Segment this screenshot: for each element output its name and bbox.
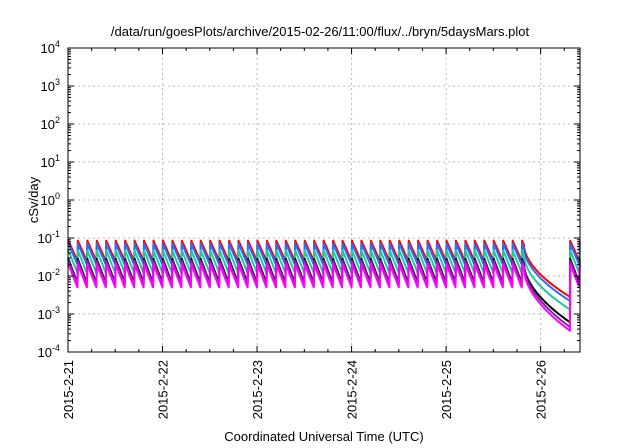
y-tick-label: 102: [41, 115, 60, 132]
y-tick-label: 10-4: [38, 343, 60, 360]
y-tick-label: 100: [41, 191, 60, 208]
x-axis-label: Coordinated Universal Time (UTC): [224, 429, 423, 444]
x-tick-label: 2015-2-25: [439, 360, 454, 419]
x-tick-label: 2015-2-26: [534, 360, 549, 419]
series-line-6: [67, 262, 581, 332]
x-tick-labels: 2015-2-21 2015-2-22 2015-2-23 2015-2-24 2015…: [61, 360, 549, 419]
y-tick-labels: 10-4 10-3 10-2 10-1 100 101 102 103 104: [38, 39, 60, 360]
chart-title: /data/run/goesPlots/archive/2015-02-26/1…: [111, 24, 530, 39]
y-axis-label: cSv/day: [26, 176, 41, 223]
x-tick-label: 2015-2-24: [345, 360, 360, 419]
x-tick-label: 2015-2-21: [61, 360, 76, 419]
y-tick-label: 104: [41, 39, 60, 56]
y-tick-label: 10-3: [38, 305, 60, 322]
y-tick-label: 10-2: [38, 267, 60, 284]
y-tick-label: 10-1: [38, 229, 60, 246]
axis-ticks: [67, 47, 580, 353]
x-tick-label: 2015-2-22: [156, 360, 171, 419]
x-tick-label: 2015-2-23: [250, 360, 265, 419]
y-tick-label: 101: [41, 153, 60, 170]
series-group: [67, 239, 581, 332]
y-tick-label: 103: [41, 77, 60, 94]
